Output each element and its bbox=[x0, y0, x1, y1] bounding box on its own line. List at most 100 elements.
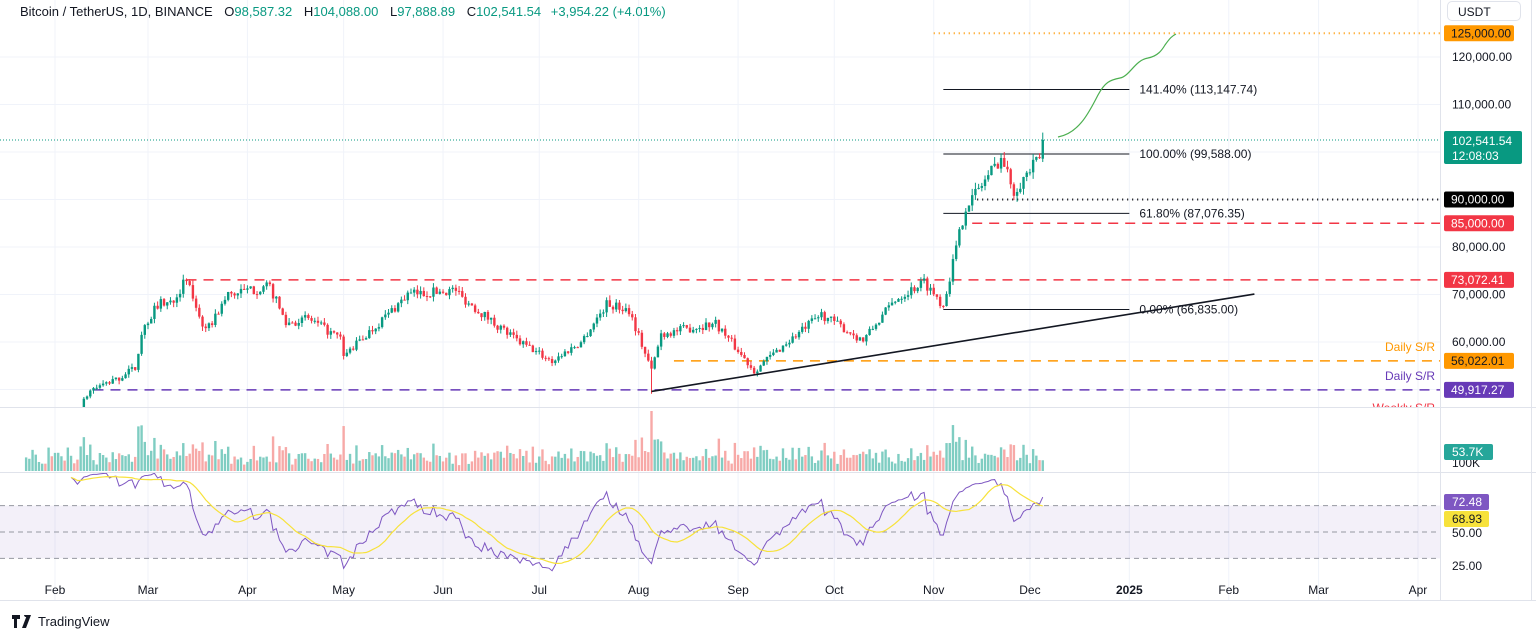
candle-body bbox=[951, 259, 955, 282]
time-tick-label: 2025 bbox=[1116, 583, 1143, 597]
candle-body bbox=[650, 360, 653, 369]
candle-body bbox=[897, 299, 900, 302]
volume-bar bbox=[470, 461, 474, 471]
candle bbox=[210, 321, 214, 328]
candle-body bbox=[412, 289, 416, 293]
candle-body bbox=[717, 319, 721, 332]
candle-body bbox=[938, 296, 942, 306]
volume-bar bbox=[560, 457, 563, 471]
candle-body bbox=[470, 303, 474, 306]
level-price-label: 125,000.00 bbox=[1451, 26, 1511, 40]
volume-bar bbox=[1015, 460, 1019, 471]
volume-bar bbox=[243, 464, 246, 471]
candle-body bbox=[627, 308, 631, 315]
volume-bar bbox=[884, 449, 887, 471]
candle-body bbox=[499, 325, 502, 330]
volume-bar bbox=[146, 455, 150, 471]
candle bbox=[813, 314, 817, 320]
candle-body bbox=[698, 327, 701, 329]
time-tick-label: Feb bbox=[45, 583, 66, 597]
candle-body bbox=[570, 347, 573, 353]
candle-body bbox=[801, 326, 804, 332]
volume-bar bbox=[557, 451, 560, 471]
volume-bar bbox=[422, 457, 426, 471]
currency-unit-button[interactable]: USDT bbox=[1447, 1, 1521, 21]
candle bbox=[740, 347, 743, 357]
volume-bar bbox=[262, 457, 265, 471]
candle bbox=[518, 335, 522, 346]
candle-body bbox=[281, 308, 284, 315]
candle-body bbox=[361, 339, 365, 341]
volume-bar bbox=[111, 452, 114, 471]
volume-bar bbox=[419, 453, 422, 471]
candle bbox=[1015, 188, 1019, 202]
candle bbox=[457, 286, 461, 295]
candle-body bbox=[406, 292, 409, 301]
volume-bar bbox=[964, 439, 967, 471]
volume-bar bbox=[595, 455, 599, 471]
candle bbox=[1041, 132, 1044, 163]
candle bbox=[926, 276, 929, 296]
candle-body bbox=[60, 418, 62, 419]
volume-bar bbox=[833, 451, 836, 471]
candle-body bbox=[182, 279, 185, 294]
volume-bar bbox=[573, 461, 576, 471]
level-price-tag bbox=[1444, 381, 1514, 398]
volume-bar bbox=[252, 445, 256, 471]
price-tick-label: 60,000.00 bbox=[1452, 335, 1506, 349]
volume-bar bbox=[451, 463, 454, 471]
candle-body bbox=[576, 347, 579, 349]
candle bbox=[759, 364, 762, 372]
candle bbox=[647, 349, 650, 362]
candle-body bbox=[743, 354, 746, 359]
volume-bar bbox=[76, 459, 79, 471]
close-label: C bbox=[466, 4, 477, 19]
candle-body bbox=[554, 360, 557, 364]
volume-bar bbox=[695, 456, 698, 471]
candle bbox=[303, 311, 307, 321]
volume-bars bbox=[24, 411, 1044, 471]
price-tick-label: 110,000.00 bbox=[1452, 98, 1511, 112]
volume-bar bbox=[621, 461, 624, 471]
candle bbox=[496, 324, 499, 334]
tradingview-logo[interactable]: TradingView bbox=[12, 614, 110, 629]
volume-bar bbox=[505, 445, 509, 471]
candle-body bbox=[92, 387, 95, 391]
candle bbox=[983, 175, 987, 191]
volume-bar bbox=[294, 458, 297, 471]
volume-bar bbox=[435, 455, 438, 471]
candle bbox=[618, 300, 621, 314]
candle-body bbox=[659, 333, 663, 347]
volume-bar bbox=[185, 455, 188, 471]
candle-body bbox=[704, 322, 708, 330]
candle bbox=[268, 280, 272, 287]
candle-body bbox=[162, 299, 166, 306]
volume-bar bbox=[993, 455, 996, 471]
candle-body bbox=[278, 296, 281, 309]
volume-bar bbox=[159, 444, 163, 471]
candle-body bbox=[374, 328, 377, 332]
volume-bar bbox=[313, 458, 316, 471]
sr-level-note: Daily S/R bbox=[1385, 340, 1435, 354]
candle bbox=[252, 285, 256, 295]
candle bbox=[364, 336, 368, 340]
candle-body bbox=[486, 311, 490, 320]
candle bbox=[752, 365, 756, 376]
volume-bar bbox=[765, 449, 769, 471]
candle bbox=[643, 346, 647, 358]
candle bbox=[422, 287, 426, 297]
candle bbox=[820, 308, 823, 321]
level-price-label: 90,000.00 bbox=[1451, 193, 1505, 207]
candle bbox=[736, 346, 740, 354]
volume-bar bbox=[307, 458, 310, 471]
volume-bar bbox=[105, 457, 108, 471]
volume-bar bbox=[438, 455, 442, 471]
candle-body bbox=[489, 317, 493, 320]
candle bbox=[611, 305, 615, 314]
candle bbox=[557, 352, 560, 363]
candle-body bbox=[695, 328, 698, 330]
volume-bar bbox=[226, 446, 230, 471]
candle bbox=[307, 313, 310, 320]
weekly-sr-note: Weekly S/R bbox=[1373, 401, 1436, 415]
